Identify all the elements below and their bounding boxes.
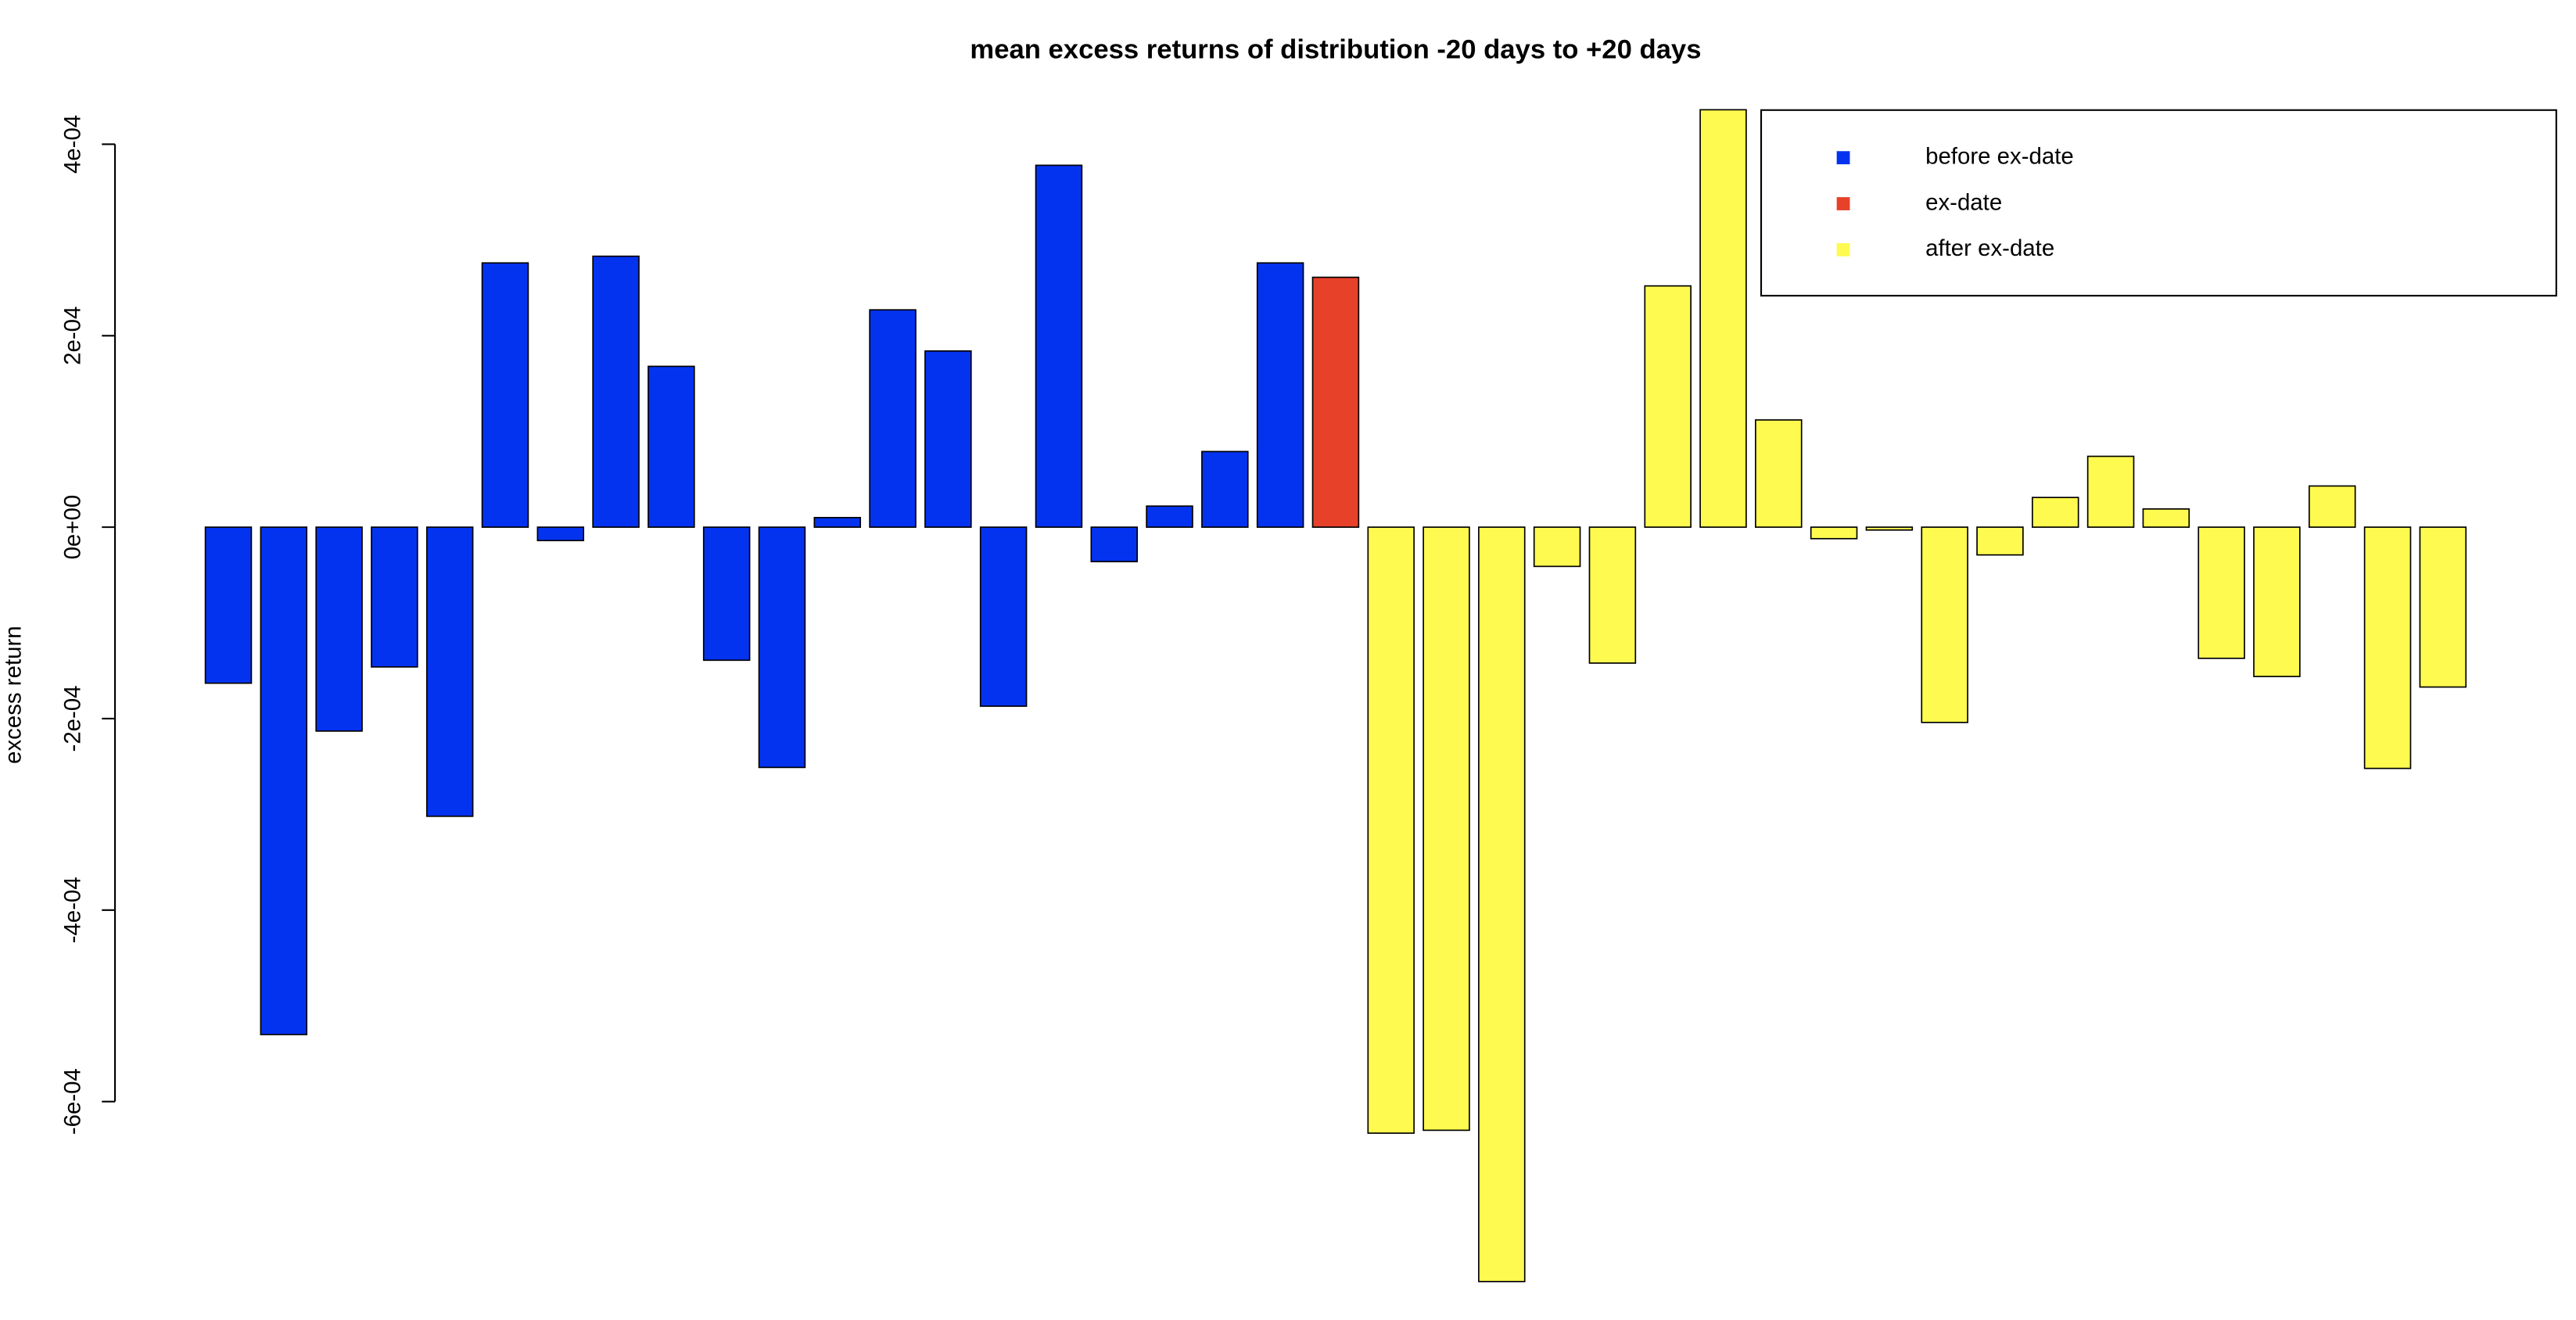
y-tick-label: -6e-04 — [59, 1068, 85, 1135]
bar — [536, 526, 585, 542]
bar — [758, 526, 806, 769]
bar — [2363, 526, 2412, 769]
bar — [204, 526, 253, 684]
bar — [2197, 526, 2245, 659]
bar — [2253, 526, 2301, 677]
bar — [1644, 285, 1692, 528]
legend-swatch — [1836, 242, 1850, 256]
chart-title: mean excess returns of distribution -20 … — [970, 34, 1701, 64]
y-tick-label: -2e-04 — [59, 685, 85, 751]
legend-swatch — [1836, 151, 1850, 165]
bar — [1533, 526, 1581, 568]
bar — [1921, 526, 1968, 723]
bar — [592, 255, 640, 528]
legend-box — [1760, 109, 2557, 297]
bar — [260, 526, 308, 1035]
bar — [1423, 526, 1470, 1132]
bar — [648, 365, 695, 528]
bar — [1256, 262, 1304, 528]
y-tick-label: 0e+00 — [59, 495, 85, 560]
y-axis-label: excess return — [1, 626, 27, 764]
bar — [1201, 450, 1249, 528]
bar — [869, 309, 917, 528]
bar — [1699, 109, 1747, 528]
legend-label: ex-date — [1925, 189, 2002, 215]
bar — [979, 526, 1028, 707]
bar — [1311, 276, 1360, 528]
bar — [1146, 505, 1193, 528]
legend-swatch — [1836, 197, 1850, 210]
y-tick-label: 4e-04 — [59, 115, 85, 174]
bar — [2086, 455, 2135, 528]
bar — [2308, 485, 2356, 528]
bar — [371, 526, 418, 668]
bar — [2032, 497, 2079, 528]
bar — [1367, 526, 1415, 1134]
legend-label: before ex-date — [1925, 143, 2074, 169]
bar — [2419, 526, 2467, 688]
bar — [1478, 526, 1526, 1282]
bar — [924, 350, 972, 528]
bar — [315, 526, 363, 732]
y-tick-label: 2e-04 — [59, 307, 85, 365]
bar — [1865, 526, 1914, 531]
bar — [1090, 526, 1138, 563]
bar — [1035, 164, 1083, 528]
bar — [1588, 526, 1637, 664]
bar — [425, 526, 474, 817]
bar — [2142, 508, 2190, 528]
y-tick-label: -4e-04 — [59, 877, 85, 943]
legend-label: after ex-date — [1925, 235, 2054, 261]
bar — [1755, 419, 1803, 528]
bar — [702, 526, 751, 662]
bar — [1976, 526, 2024, 556]
bar — [481, 262, 529, 528]
bar — [813, 517, 862, 528]
bar — [1810, 526, 1858, 540]
